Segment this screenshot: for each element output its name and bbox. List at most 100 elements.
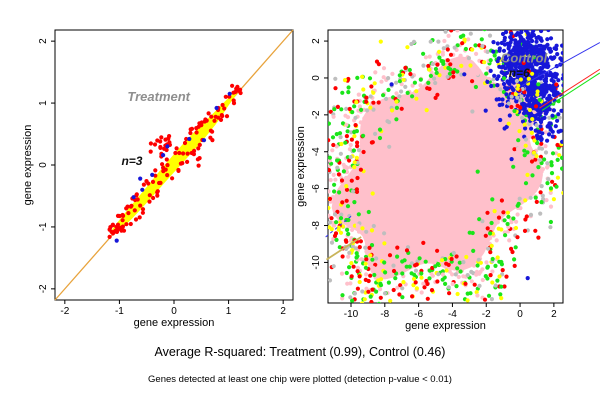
data-point [331, 223, 336, 228]
data-point [499, 40, 504, 46]
data-point [536, 4, 540, 8]
data-point [522, 153, 527, 158]
data-point [530, 173, 535, 178]
data-point [393, 276, 398, 281]
data-point [367, 76, 373, 81]
data-point [536, 235, 541, 240]
data-point [522, 148, 527, 153]
y-axis-label: gene expression [22, 125, 34, 206]
data-point [525, 130, 530, 135]
data-point [532, 18, 536, 22]
data-point [529, 126, 534, 131]
data-point [206, 111, 211, 116]
data-point [410, 83, 415, 88]
data-point [457, 56, 463, 62]
data-point [364, 272, 369, 277]
data-point [568, 43, 572, 47]
data-point [510, 68, 515, 73]
data-point [461, 33, 466, 38]
data-point [535, 89, 540, 94]
data-point [447, 71, 452, 76]
data-point [188, 130, 193, 136]
data-point [509, 58, 514, 63]
data-point [444, 268, 449, 273]
data-point [532, 138, 537, 143]
data-point [523, 181, 529, 186]
data-point [374, 268, 380, 274]
data-point [550, 134, 555, 139]
data-point [549, 160, 554, 165]
data-point [208, 128, 213, 133]
data-point [357, 279, 362, 285]
data-point [337, 190, 342, 195]
data-point [361, 149, 366, 155]
data-point [546, 30, 551, 33]
data-point [433, 80, 438, 86]
data-point [461, 274, 466, 279]
data-point [354, 255, 359, 260]
data-point [379, 277, 384, 282]
data-point [338, 230, 344, 235]
data-point [362, 174, 367, 179]
data-point [445, 44, 450, 49]
data-point [550, 151, 556, 156]
data-point [531, 150, 537, 155]
data-point [506, 101, 511, 106]
data-point [418, 83, 423, 88]
data-point [353, 115, 358, 120]
data-point [454, 284, 459, 289]
data-point [512, 108, 517, 114]
data-point [449, 256, 454, 262]
data-point [333, 76, 338, 81]
data-point [387, 253, 393, 258]
data-point [519, 94, 524, 99]
data-point [132, 208, 137, 213]
data-point [529, 2, 533, 6]
data-point [457, 308, 461, 312]
data-point [526, 69, 532, 74]
data-point [513, 63, 518, 68]
data-point [364, 257, 369, 262]
data-point [543, 150, 549, 155]
data-point [390, 108, 395, 113]
data-point [568, 34, 572, 38]
data-point [462, 37, 467, 42]
data-point [348, 281, 353, 286]
data-point [336, 225, 341, 230]
data-point [426, 80, 431, 85]
data-point [344, 122, 349, 127]
data-point [339, 271, 345, 276]
data-point [499, 198, 504, 203]
data-point [538, 36, 543, 41]
data-point [373, 70, 378, 75]
data-point [328, 213, 331, 218]
data-point [196, 124, 201, 129]
x-tick-label: 2 [551, 309, 557, 320]
data-point [509, 157, 514, 162]
data-point [303, 246, 307, 250]
data-point [492, 53, 497, 58]
data-point [491, 77, 496, 82]
data-point [212, 118, 217, 123]
data-point [516, 83, 521, 88]
data-point [440, 52, 445, 57]
data-point [218, 117, 224, 122]
data-point [430, 265, 435, 271]
data-point [513, 38, 518, 43]
data-point [437, 55, 442, 60]
data-point [360, 226, 365, 231]
data-point [355, 265, 360, 270]
data-point [415, 259, 420, 264]
data-point [140, 207, 146, 212]
data-point [222, 106, 227, 111]
data-point [403, 107, 408, 112]
data-point [573, 169, 577, 173]
data-point [517, 8, 521, 12]
data-point [553, 124, 558, 129]
data-point [543, 130, 549, 135]
data-point [391, 268, 397, 274]
data-point [440, 277, 445, 282]
x-tick-label: 2 [280, 306, 286, 317]
data-point [435, 62, 440, 67]
data-point [498, 87, 503, 92]
